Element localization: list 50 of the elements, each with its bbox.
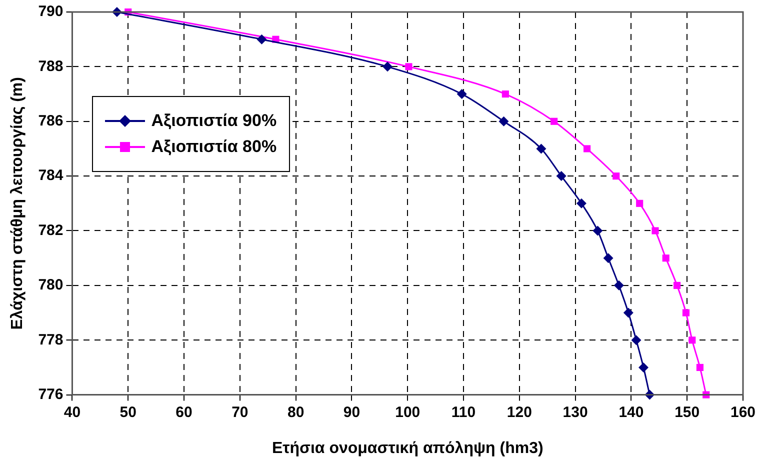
- x-tick-label: 70: [232, 404, 248, 421]
- x-tick-label: 130: [562, 404, 588, 421]
- point: [688, 336, 696, 344]
- point: [550, 118, 558, 125]
- y-tick-label: 782: [38, 222, 64, 239]
- x-tick-label: 110: [451, 404, 476, 421]
- x-tick-label: 150: [674, 404, 700, 421]
- point: [405, 63, 412, 70]
- point: [662, 254, 670, 262]
- point: [502, 90, 509, 98]
- point: [638, 362, 648, 372]
- point: [456, 89, 467, 100]
- y-axis-title: Ελάχιστη στάθμη λειτουργίας (m): [9, 77, 26, 330]
- x-tick-label: 160: [730, 404, 756, 421]
- x-tick-label: 50: [120, 404, 136, 421]
- x-tick-label: 140: [618, 404, 644, 421]
- point: [612, 172, 620, 180]
- y-tick-label: 776: [38, 386, 64, 403]
- point: [584, 145, 591, 152]
- x-tick-label: 60: [176, 404, 192, 421]
- x-tick-label: 80: [287, 404, 304, 421]
- legend-label: Αξιοπιστία 90%: [151, 111, 277, 131]
- point: [623, 308, 634, 318]
- x-tick-label: 100: [395, 404, 420, 421]
- x-tick-label: 40: [64, 404, 81, 421]
- point: [536, 144, 546, 154]
- point: [614, 280, 624, 290]
- point: [556, 171, 566, 182]
- x-tick-label: 120: [506, 404, 532, 421]
- point: [592, 226, 603, 236]
- point: [652, 227, 659, 234]
- point: [636, 200, 644, 207]
- y-tick-label: 790: [38, 3, 64, 20]
- y-tick-label: 786: [38, 112, 64, 130]
- point: [674, 282, 681, 289]
- point: [382, 62, 392, 72]
- x-axis-title: Ετήσια ονομαστική απόληψη (hm3): [272, 440, 544, 457]
- point: [256, 34, 267, 44]
- legend-label: Αξιοπιστία 80%: [151, 137, 277, 157]
- y-tick-label: 784: [38, 167, 64, 184]
- y-tick-label: 788: [38, 58, 64, 75]
- point: [603, 253, 614, 264]
- point: [631, 335, 642, 346]
- point: [682, 309, 690, 316]
- y-tick-label: 778: [38, 331, 64, 348]
- x-tick-label: 90: [343, 404, 360, 421]
- point: [498, 116, 509, 126]
- y-tick-label: 780: [38, 276, 64, 294]
- point: [696, 364, 704, 371]
- point: [576, 198, 586, 208]
